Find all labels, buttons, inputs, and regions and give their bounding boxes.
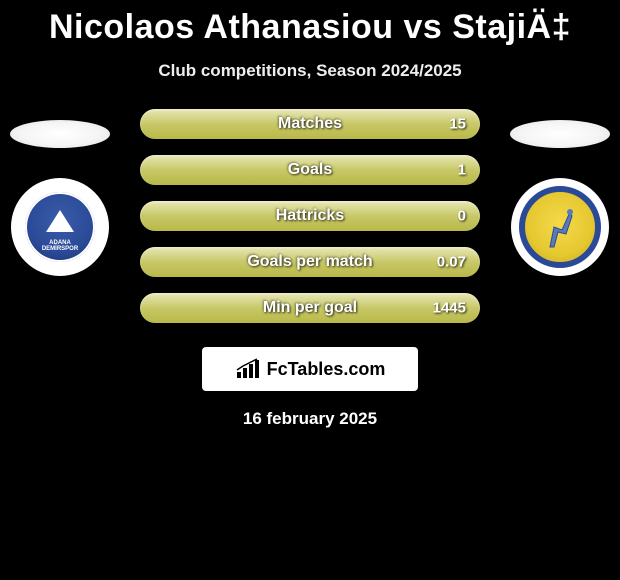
stat-value: 15: [449, 116, 466, 133]
club-left-badge: ADANADEMİRSPOR: [11, 178, 109, 276]
stat-value: 0.07: [437, 254, 466, 271]
stat-value: 1: [458, 162, 466, 179]
club-right-badge: [511, 178, 609, 276]
club-left-column: ADANADEMİRSPOR: [10, 120, 110, 276]
stat-label: Goals: [288, 161, 332, 179]
stat-value: 1445: [433, 300, 466, 317]
branding-text: FcTables.com: [267, 359, 386, 380]
stat-label: Min per goal: [263, 299, 357, 317]
club-left-badge-text: ADANADEMİRSPOR: [42, 240, 78, 252]
panetolikos-badge-icon: [519, 186, 601, 268]
stat-label: Goals per match: [247, 253, 372, 271]
branding-box: FcTables.com: [202, 347, 418, 391]
subtitle: Club competitions, Season 2024/2025: [0, 61, 620, 81]
stat-value: 0: [458, 208, 466, 225]
player-right-photo-placeholder: [510, 120, 610, 148]
stat-row-goals: Goals 1: [140, 155, 480, 185]
stat-label: Matches: [278, 115, 342, 133]
adana-demirspor-badge-icon: ADANADEMİRSPOR: [25, 192, 95, 262]
stats-list: Matches 15 Goals 1 Hattricks 0 Goals per…: [140, 109, 480, 323]
stat-row-goals-per-match: Goals per match 0.07: [140, 247, 480, 277]
date-text: 16 february 2025: [0, 409, 620, 429]
page-title: Nicolaos Athanasiou vs StajiÄ‡: [0, 0, 620, 47]
stat-row-hattricks: Hattricks 0: [140, 201, 480, 231]
bar-chart-icon: [235, 358, 261, 380]
stat-row-matches: Matches 15: [140, 109, 480, 139]
stat-label: Hattricks: [276, 207, 344, 225]
club-right-column: [510, 120, 610, 276]
stat-row-min-per-goal: Min per goal 1445: [140, 293, 480, 323]
player-left-photo-placeholder: [10, 120, 110, 148]
